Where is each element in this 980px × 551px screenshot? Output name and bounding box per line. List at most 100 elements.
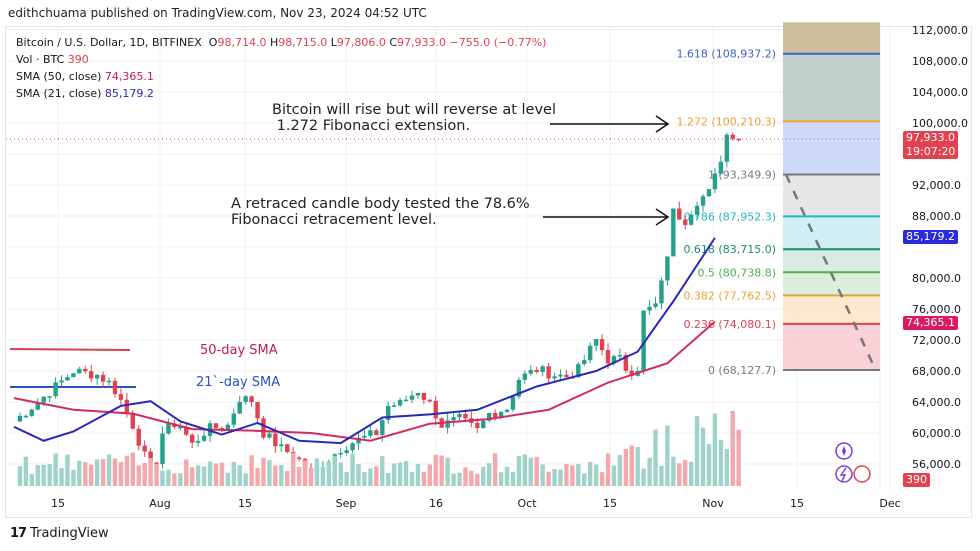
volume-bar <box>231 461 236 486</box>
sma21-price-tag: 85,179.2 <box>903 230 958 244</box>
volume-bar <box>29 473 35 486</box>
volume-bar <box>308 467 314 486</box>
candle-body <box>71 373 76 378</box>
tradingview-logo[interactable]: 17 TradingView <box>10 526 109 541</box>
volume-bar <box>700 427 706 486</box>
volume-bar <box>368 468 373 486</box>
volume-bar <box>487 463 492 486</box>
volume-bar <box>528 457 533 486</box>
volume-bar <box>65 454 70 486</box>
fib-zone <box>783 121 880 175</box>
bar-countdown: 19:07:20 <box>906 145 956 158</box>
candle-body <box>492 413 498 417</box>
fib-zone <box>783 249 880 273</box>
volume-bar <box>439 455 444 486</box>
publisher-line: edithchuama published on TradingView.com… <box>8 6 427 20</box>
sma50-label[interactable]: 50-day SMA <box>200 343 278 358</box>
volume-bar <box>380 456 385 486</box>
sma21-label[interactable]: 21`-day SMA <box>196 375 281 390</box>
volume-bar <box>677 463 682 486</box>
y-tick-label: 76,000.0 <box>912 303 961 316</box>
candle-body <box>445 420 450 428</box>
volume-bar <box>243 473 248 486</box>
candle-body <box>243 396 248 402</box>
volume-bar <box>564 464 569 486</box>
volume-bar <box>201 466 207 486</box>
candle-body <box>540 366 545 372</box>
candle-body <box>457 413 462 418</box>
volume-bar <box>100 459 106 486</box>
candle-body <box>231 413 236 425</box>
candle-body <box>130 412 135 429</box>
y-tick-label: 80,000.0 <box>912 272 961 285</box>
candle-body <box>380 420 385 435</box>
candle-body <box>112 380 118 395</box>
volume-bar <box>124 455 130 486</box>
volume-bar <box>582 473 587 486</box>
fib-zone <box>783 323 880 371</box>
volume-bar <box>207 461 213 486</box>
volume-bar <box>593 464 599 486</box>
candle-body <box>409 395 415 400</box>
volume-bar <box>94 459 100 486</box>
volume-bar <box>403 461 409 486</box>
volume-bar <box>576 464 581 486</box>
candle-body <box>534 369 539 372</box>
volume-bar <box>77 460 82 486</box>
volume-bar <box>570 465 575 486</box>
volume-bar <box>41 464 46 486</box>
candle-body <box>593 339 599 346</box>
x-tick-label: Aug <box>149 497 170 510</box>
candle-body <box>712 173 718 190</box>
fib-level-label: 0.382 (77,762.5) <box>683 289 776 302</box>
x-tick-label: 16 <box>429 497 443 510</box>
candle-body <box>142 445 147 452</box>
volume-bar <box>112 458 118 486</box>
volume-bar <box>421 471 427 486</box>
volume-bar <box>83 462 88 486</box>
candle-body <box>362 435 367 438</box>
volume-bar <box>166 469 171 486</box>
annotation-extension-note[interactable]: Bitcoin will rise but will reverse at le… <box>272 102 556 134</box>
candle-body <box>688 214 694 225</box>
tradingview-logo-icon: 17 <box>10 526 27 541</box>
volume-bar <box>427 464 432 486</box>
volume-bar <box>350 453 355 486</box>
candle-body <box>296 457 302 460</box>
candle-body <box>261 418 266 438</box>
y-tick-label: 100,000.0 <box>912 117 968 130</box>
candle-body <box>671 208 676 257</box>
volume-bar <box>148 458 153 486</box>
candle-body <box>391 405 397 407</box>
volume-bar <box>724 449 729 486</box>
volume-bar <box>356 464 361 486</box>
y-tick-label: 72,000.0 <box>912 334 961 347</box>
candle-body <box>433 400 438 419</box>
volume-bar <box>118 462 124 486</box>
candle-body <box>41 396 46 403</box>
x-tick-label: Dec <box>879 497 900 510</box>
legend-sma50-row[interactable]: SMA (50, close) 74,365.1 <box>16 70 154 83</box>
volume-bar <box>469 470 474 486</box>
volume-bar <box>641 468 646 486</box>
fib-level-label: 0.236 (74,080.1) <box>683 318 776 331</box>
y-tick-label: 60,000.0 <box>912 427 961 440</box>
annotation-retracement-note[interactable]: A retraced candle body tested the 78.6% … <box>231 196 530 228</box>
events-us-flag-icon <box>853 465 871 483</box>
candle-body <box>647 306 652 311</box>
fib-zone <box>783 295 880 324</box>
volume-bar <box>136 465 141 486</box>
legend-volume-row[interactable]: Vol · BTC 390 <box>16 53 89 66</box>
legend-ohlc-row: Bitcoin / U.S. Dollar, 1D, BITFINEX O98,… <box>16 36 547 49</box>
candle-body <box>344 450 349 453</box>
candle-body <box>23 415 29 418</box>
candle-body <box>386 405 391 421</box>
volume-bar <box>653 429 658 486</box>
legend-sma21-row[interactable]: SMA (21, close) 85,179.2 <box>16 87 154 100</box>
volume-bar <box>374 466 379 486</box>
volume-bar <box>481 466 486 486</box>
candle-body <box>219 428 225 430</box>
volume-bar <box>552 469 557 486</box>
candle-body <box>599 339 605 351</box>
